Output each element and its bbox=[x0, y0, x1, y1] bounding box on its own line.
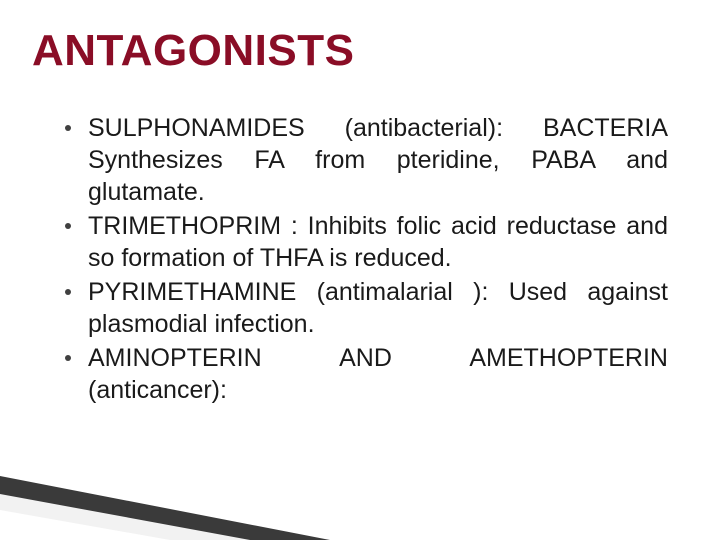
bullet-icon bbox=[48, 112, 88, 131]
list-item-text: SULPHONAMIDES (antibacterial): BACTERIA … bbox=[88, 112, 668, 208]
corner-wedge-white bbox=[0, 510, 170, 540]
list-item-text: TRIMETHOPRIM : Inhibits folic acid reduc… bbox=[88, 210, 668, 274]
slide-body: SULPHONAMIDES (antibacterial): BACTERIA … bbox=[48, 112, 668, 408]
bullet-icon bbox=[48, 210, 88, 229]
list-item-text: PYRIMETHAMINE (antimalarial ): Used agai… bbox=[88, 276, 668, 340]
bullet-icon bbox=[48, 276, 88, 295]
list-item: AMINOPTERIN AND AMETHOPTERIN (anticancer… bbox=[48, 342, 668, 406]
list-item: PYRIMETHAMINE (antimalarial ): Used agai… bbox=[48, 276, 668, 340]
slide-title: ANTAGONISTS bbox=[32, 26, 354, 76]
list-item: SULPHONAMIDES (antibacterial): BACTERIA … bbox=[48, 112, 668, 208]
bullet-icon bbox=[48, 342, 88, 361]
list-item-text: AMINOPTERIN AND AMETHOPTERIN (anticancer… bbox=[88, 342, 668, 406]
list-item: TRIMETHOPRIM : Inhibits folic acid reduc… bbox=[48, 210, 668, 274]
slide: ANTAGONISTS SULPHONAMIDES (antibacterial… bbox=[0, 0, 720, 540]
